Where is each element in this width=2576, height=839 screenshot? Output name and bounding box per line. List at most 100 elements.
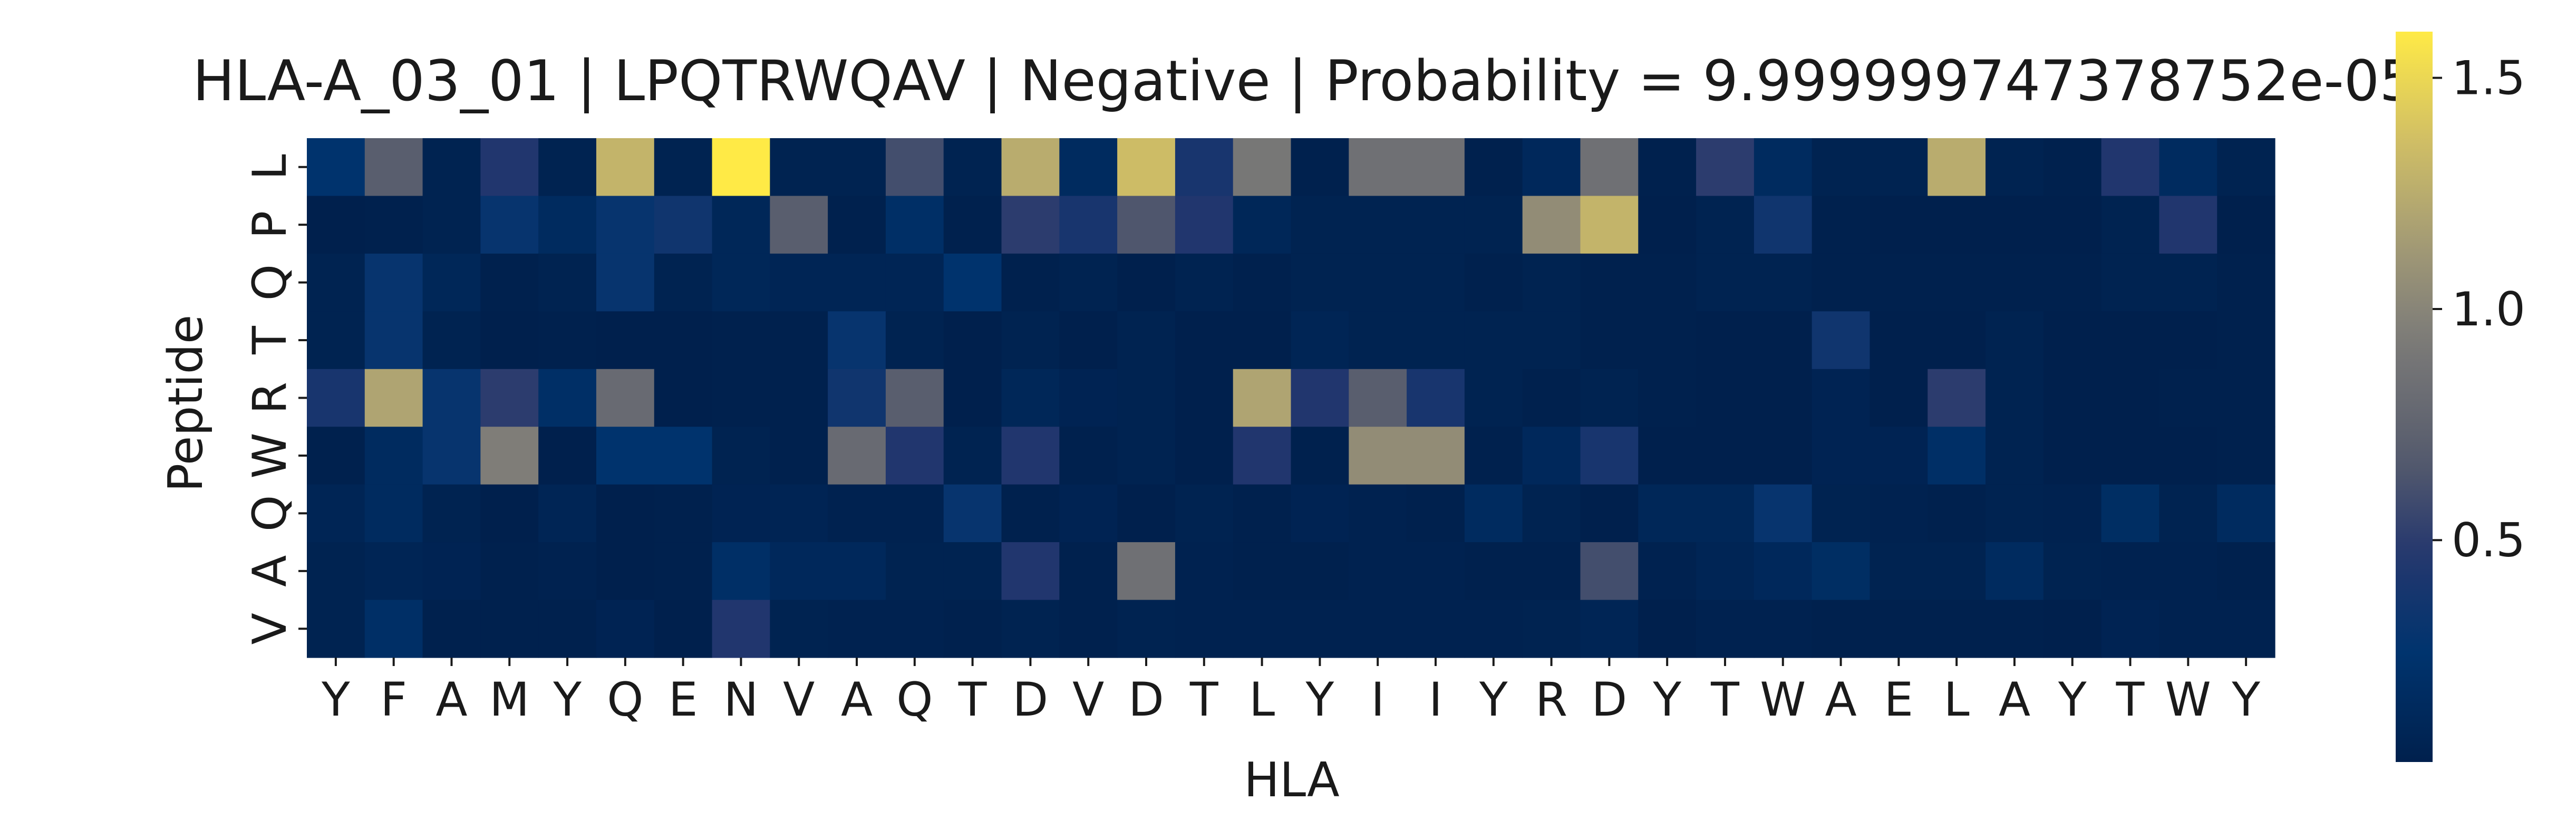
heatmap-cell [1580, 600, 1639, 658]
x-tick-label: L [1249, 672, 1275, 727]
heatmap-cell [1291, 369, 1349, 427]
heatmap-cell [596, 196, 655, 254]
heatmap-cell [422, 311, 481, 370]
heatmap-cell [1233, 484, 1292, 543]
heatmap-cell [1522, 484, 1581, 543]
heatmap-cell [1233, 427, 1292, 485]
heatmap-cell [480, 311, 539, 370]
heatmap-cell [1928, 196, 1986, 254]
heatmap-cell [828, 484, 886, 543]
heatmap-cell [1117, 484, 1176, 543]
heatmap-cell [2159, 196, 2217, 254]
heatmap-cell [2043, 311, 2102, 370]
heatmap-cell [712, 196, 770, 254]
heatmap-cell [712, 253, 770, 312]
heatmap-cell [770, 369, 828, 427]
heatmap-cell [1580, 196, 1639, 254]
y-tick-labels: LPQTRWQAV [243, 154, 307, 644]
heatmap-cell [654, 427, 713, 485]
x-tick-label: Y [2231, 672, 2260, 727]
heatmap-cell [1638, 138, 1697, 197]
heatmap-cell [712, 369, 770, 427]
heatmap-cell [1117, 138, 1176, 197]
x-tick-label: Y [553, 672, 582, 727]
heatmap-cell [1407, 138, 1465, 197]
heatmap-cell [1117, 196, 1176, 254]
heatmap-cell [1175, 427, 1234, 485]
heatmap-cell [712, 600, 770, 658]
x-tick-label: V [783, 672, 815, 727]
heatmap-cell [770, 138, 828, 197]
colorbar-tick-label: 0.5 [2452, 513, 2525, 567]
x-tick-label: N [724, 672, 759, 727]
x-tick-label: T [2116, 672, 2145, 727]
heatmap-cell [1812, 253, 1871, 312]
x-tick-label: V [1072, 672, 1104, 727]
x-tick-label: E [669, 672, 698, 727]
heatmap-cells [307, 138, 2275, 658]
heatmap-cell [1291, 311, 1349, 370]
heatmap-cell [770, 196, 828, 254]
x-tick-label: I [1371, 672, 1384, 727]
heatmap-cell [1696, 253, 1755, 312]
x-tick-label: I [1429, 672, 1442, 727]
heatmap-cell [1291, 196, 1349, 254]
heatmap-cell [480, 600, 539, 658]
heatmap-cell [2043, 369, 2102, 427]
heatmap-cell [943, 369, 1002, 427]
heatmap-cell [828, 253, 886, 312]
heatmap-cell [1407, 484, 1465, 543]
heatmap-cell [596, 138, 655, 197]
heatmap-cell [2159, 600, 2217, 658]
colorbar-tick-label: 1.0 [2452, 282, 2525, 336]
x-tick-label: Y [1652, 672, 1681, 727]
heatmap-cell [1870, 542, 1928, 601]
heatmap-cell [828, 311, 886, 370]
heatmap-cell [1986, 484, 2044, 543]
x-tick-label: A [841, 672, 873, 727]
x-tick-label: A [1825, 672, 1856, 727]
heatmap-cell [2159, 253, 2217, 312]
heatmap-cell [422, 196, 481, 254]
y-tick-label: Q [243, 495, 297, 532]
heatmap-cell [1175, 196, 1234, 254]
heatmap-cell [364, 542, 423, 601]
x-tick-label: Q [607, 672, 643, 727]
heatmap-cell [1754, 600, 1813, 658]
heatmap-cell [2217, 253, 2275, 312]
heatmap-cell [1464, 253, 1523, 312]
heatmap-cell [2159, 138, 2217, 197]
heatmap-cell [1754, 253, 1813, 312]
heatmap-cell [307, 542, 365, 601]
heatmap-cell [2217, 196, 2275, 254]
heatmap-cell [538, 253, 597, 312]
heatmap-cell [1638, 600, 1697, 658]
heatmap-cell [364, 138, 423, 197]
heatmap-cell [480, 427, 539, 485]
heatmap-cell [538, 542, 597, 601]
heatmap-cell [1407, 427, 1465, 485]
heatmap-cell [1638, 369, 1697, 427]
heatmap-cell [1233, 253, 1292, 312]
heatmap-cell [712, 427, 770, 485]
x-tick-label: W [1760, 672, 1806, 727]
heatmap-cell [1754, 484, 1813, 543]
heatmap-cell [1059, 484, 1118, 543]
heatmap-cell [1638, 311, 1697, 370]
heatmap-cell [1349, 542, 1407, 601]
x-tick-label: T [1710, 672, 1740, 727]
heatmap-cell [1059, 138, 1118, 197]
heatmap-cell [2043, 196, 2102, 254]
heatmap-cell [1812, 542, 1871, 601]
x-tick-label: A [435, 672, 467, 727]
heatmap-cell [1754, 369, 1813, 427]
heatmap-cell [1001, 138, 1060, 197]
heatmap-cell [654, 484, 713, 543]
heatmap-cell [364, 311, 423, 370]
heatmap-cell [1928, 542, 1986, 601]
heatmap-cell [307, 484, 365, 543]
heatmap-cell [1754, 542, 1813, 601]
y-tick-label: L [243, 154, 297, 180]
heatmap-cell [307, 427, 365, 485]
heatmap-cell [2043, 484, 2102, 543]
